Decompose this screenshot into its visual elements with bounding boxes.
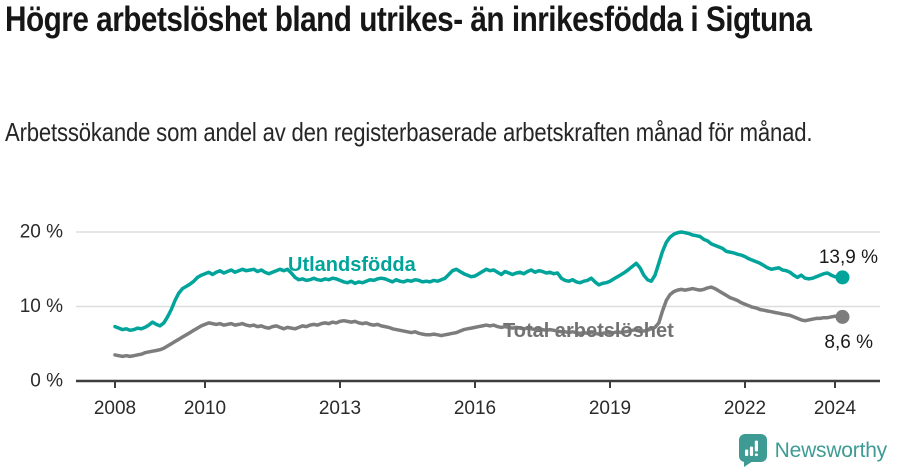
x-tick-label: 2008 bbox=[94, 398, 136, 419]
series-line-0 bbox=[113, 230, 845, 333]
y-tick-label: 20 % bbox=[20, 222, 63, 243]
newsworthy-speech-bubble-bar-chart-icon bbox=[738, 434, 767, 467]
newsworthy-wordmark: Newsworthy bbox=[774, 438, 888, 462]
x-tick-label: 2016 bbox=[454, 398, 496, 419]
page-title: Högre arbetslöshet bland utrikes- än inr… bbox=[5, 0, 812, 39]
series-end-dot-0 bbox=[835, 270, 850, 285]
line-chart: 0 % 10 % 20 % 2008 2010 2013 2016 2019 2022 2024… bbox=[20, 222, 880, 419]
chart-subtitle: Arbetssökande som andel av den registerb… bbox=[5, 117, 813, 147]
x-tick-label: 2013 bbox=[319, 398, 361, 419]
x-tick-label: 2019 bbox=[589, 398, 631, 419]
x-tick-label: 2010 bbox=[184, 398, 226, 419]
series-line-1 bbox=[113, 285, 845, 359]
x-axis: 2008 2010 2013 2016 2019 2022 2024 bbox=[76, 379, 880, 419]
x-tick-label: 2022 bbox=[724, 398, 766, 419]
y-tick-label: 0 % bbox=[30, 371, 63, 392]
y-tick-label: 10 % bbox=[20, 296, 63, 317]
series-end-dot-1 bbox=[835, 309, 850, 324]
end-value-label-utlandsfodda: 13,9 % bbox=[819, 247, 878, 268]
newsworthy-logo: Newsworthy bbox=[738, 434, 888, 467]
end-value-label-total: 8,6 % bbox=[824, 332, 873, 353]
series-lines bbox=[113, 230, 850, 359]
series-label-total-arbetsloshet: Total arbetslöshet bbox=[503, 320, 674, 342]
x-tick-label: 2024 bbox=[814, 398, 857, 419]
chart-annotations: Utlandsfödda Total arbetslöshet 13,9 % 8… bbox=[288, 247, 878, 353]
series-label-utlandsfodda: Utlandsfödda bbox=[288, 254, 417, 276]
